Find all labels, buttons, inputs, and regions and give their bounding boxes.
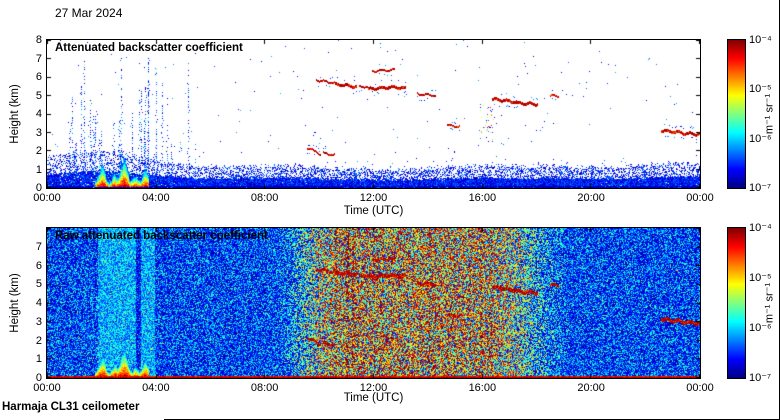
colorbar-top	[727, 39, 746, 189]
y-tick-label: 6	[35, 259, 42, 272]
colorbar-tick-label: 10⁻⁴	[749, 222, 772, 234]
y-tick-label: 2	[35, 145, 42, 157]
colorbar-tick-label: 10⁻⁵	[749, 83, 772, 96]
colorbar-tick-label: 10⁻⁶	[749, 322, 772, 334]
y-tick-label: 3	[35, 126, 42, 139]
colorbar-tick-label: 10⁻⁷	[749, 372, 772, 384]
x-tick-label: 12:00	[359, 192, 388, 204]
backscatter-canvas-bottom	[47, 228, 700, 378]
x-tick-label: 20:00	[577, 382, 605, 394]
x-tick-label: 04:00	[142, 192, 170, 204]
plot-area-raw: Raw attenuated backscatter coefficient	[46, 227, 701, 379]
y-tick-label: 8	[35, 34, 42, 46]
y-tick-label: 0	[35, 182, 42, 194]
y-tick-label: 3	[35, 315, 42, 328]
y-tick-label: 2	[35, 334, 42, 347]
x-tick-label: 12:00	[359, 382, 388, 394]
y-tick-label: 1	[35, 353, 42, 366]
x-tick-label: 08:00	[250, 192, 279, 204]
x-tick-label: 00:00	[33, 382, 61, 394]
plot-title-raw: Raw attenuated backscatter coefficient	[55, 230, 268, 242]
plot-title-attenuated: Attenuated backscatter coefficient	[55, 42, 243, 54]
y-tick-label: 5	[35, 278, 42, 291]
colorbar-tick-label: 10⁻⁵	[749, 272, 772, 284]
y-tick-label: 7	[35, 52, 42, 65]
x-tick-label: 16:00	[468, 192, 497, 204]
colorbar-units-bottom: m⁻¹ sr⁻¹	[763, 282, 776, 324]
x-tick-label: 16:00	[468, 382, 497, 394]
x-axis-label-bottom: Time (UTC)	[343, 392, 404, 404]
y-tick-label: 4	[35, 297, 42, 309]
x-tick-label: 08:00	[250, 382, 279, 394]
y-tick-label: 6	[35, 71, 42, 83]
colorbar-tick-label: 10⁻⁷	[749, 182, 772, 194]
colorbar-units-top: m⁻¹ sr⁻¹	[763, 93, 776, 135]
date-label: 27 Mar 2024	[55, 6, 123, 20]
plot-area-attenuated: Attenuated backscatter coefficient	[46, 39, 701, 189]
y-tick-label: 5	[35, 89, 42, 102]
x-tick-label: 00:00	[33, 192, 61, 204]
colorbar-tick-label: 10⁻⁴	[749, 34, 772, 46]
x-axis-label-top: Time (UTC)	[343, 205, 404, 217]
x-tick-label: 04:00	[142, 382, 170, 394]
instrument-label: Harmaja CL31 ceilometer	[2, 401, 140, 413]
x-tick-label: 00:00	[686, 382, 714, 394]
backscatter-canvas-top	[47, 40, 700, 188]
y-tick-label: 7	[35, 240, 42, 253]
x-tick-label: 00:00	[686, 192, 714, 204]
colorbar-tick-label: 10⁻⁶	[749, 132, 772, 145]
x-tick-label: 20:00	[577, 192, 605, 204]
colorbar-bottom	[727, 227, 746, 379]
y-tick-label: 0	[35, 372, 42, 384]
y-tick-label: 4	[35, 108, 42, 120]
y-tick-label: 1	[35, 163, 42, 176]
